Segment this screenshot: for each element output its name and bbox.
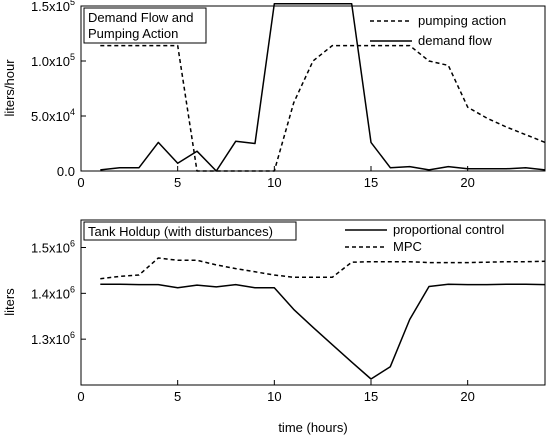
x-tick-label: 10 (267, 389, 281, 404)
y-axis-label: liters/hour (2, 59, 17, 117)
y-tick-label: 5.0x104 (31, 107, 75, 124)
y-tick-mantissa: 1.4x10 (31, 286, 70, 301)
plot-frame (80, 5, 546, 172)
y-tick-label: 1.0x105 (31, 52, 75, 69)
series-line-demand-flow (100, 3, 546, 172)
series-line-proportional-control (100, 283, 546, 380)
x-tick-label: 20 (460, 175, 474, 190)
y-axis-label: liters (2, 288, 17, 316)
series-line-mpc (100, 257, 546, 280)
title-box: Tank Holdup (with disturbances) (83, 221, 297, 241)
legend: proportional control MPC (345, 222, 504, 254)
plot-series-group (100, 257, 546, 380)
x-tick-label: 5 (174, 389, 181, 404)
x-tick-label: 20 (460, 389, 474, 404)
y-tick-label: 1.4x106 (31, 284, 75, 301)
title-box-frame (83, 7, 207, 44)
y-tick-label: 1.5x105 (31, 0, 75, 14)
y-tick-label: 1.3x106 (31, 330, 75, 347)
plot-frame (80, 219, 546, 386)
title-line-1: Tank Holdup (with disturbances) (88, 224, 273, 239)
y-tick-mantissa: 1.0x10 (31, 54, 70, 69)
y-tick-exponent: 4 (70, 107, 75, 117)
y-tick-exponent: 5 (70, 52, 75, 62)
y-tick-exponent: 6 (70, 284, 75, 294)
y-tick-exponent: 5 (70, 0, 75, 7)
legend-label-mpc: MPC (393, 239, 422, 254)
plot-series-group (100, 3, 546, 172)
legend-label-demand-flow: demand flow (418, 33, 492, 48)
legend-label-proportional-control: proportional control (393, 222, 504, 237)
title-line-1: Demand Flow and (88, 10, 194, 25)
y-tick-mantissa: 1.5x10 (31, 241, 70, 256)
x-tick-label: 15 (364, 175, 378, 190)
y-tick-mantissa: 1.3x10 (31, 332, 70, 347)
y-tick-exponent: 6 (70, 330, 75, 340)
x-tick-label: 15 (364, 389, 378, 404)
x-axis-label: time (hours) (278, 420, 347, 435)
y-tick-label: 0.0 (57, 164, 75, 179)
legend-label-pumping-action: pumping action (418, 13, 506, 28)
title-line-2: Pumping Action (88, 26, 178, 41)
x-tick-label: 0 (77, 389, 84, 404)
title-box: Demand Flow and Pumping Action (83, 7, 207, 44)
y-tick-exponent: 6 (70, 239, 75, 249)
x-tick-label: 10 (267, 175, 281, 190)
legend: pumping action demand flow (370, 13, 506, 48)
y-tick-mantissa: 1.5x10 (31, 0, 70, 14)
x-tick-label: 5 (174, 175, 181, 190)
y-tick-mantissa: 5.0x10 (31, 109, 70, 124)
title-box-frame (83, 221, 297, 241)
x-tick-label: 0 (77, 175, 84, 190)
y-tick-label: 1.5x106 (31, 239, 75, 256)
